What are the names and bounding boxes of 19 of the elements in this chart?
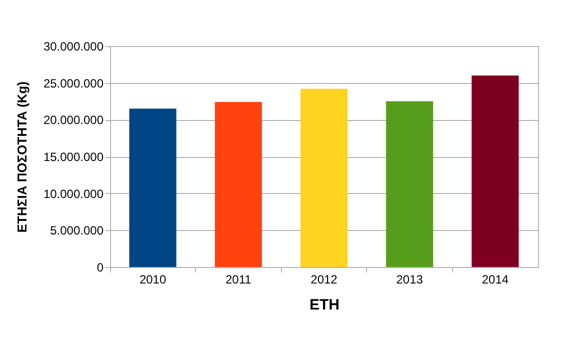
bar xyxy=(300,88,348,267)
y-tick-label: 0 xyxy=(96,260,104,274)
y-tick-label: 30.000.000 xyxy=(43,40,104,54)
bar xyxy=(214,102,262,267)
x-axis-title: ΕΤΗ xyxy=(310,296,340,314)
y-tick-label: 15.000.000 xyxy=(43,150,104,164)
y-tick-label: 5.000.000 xyxy=(50,224,104,238)
bar xyxy=(472,75,519,267)
y-tick-label: 25.000.000 xyxy=(43,76,104,90)
x-tick-label: 2013 xyxy=(396,272,424,286)
x-tick-label: 2012 xyxy=(310,272,338,286)
bar xyxy=(386,101,434,267)
bar xyxy=(129,108,176,267)
y-tick-label: 20.000.000 xyxy=(43,113,104,128)
x-tick-label: 2014 xyxy=(482,272,509,286)
y-axis-title: ΕΤΗΣΙΑ ΠΟΣΟΤΗΤΑ (Kg) xyxy=(14,81,30,233)
x-tick-label: 2010 xyxy=(139,272,166,286)
y-tick-label: 10.000.000 xyxy=(43,186,104,201)
x-tick-label: 2011 xyxy=(225,272,252,286)
